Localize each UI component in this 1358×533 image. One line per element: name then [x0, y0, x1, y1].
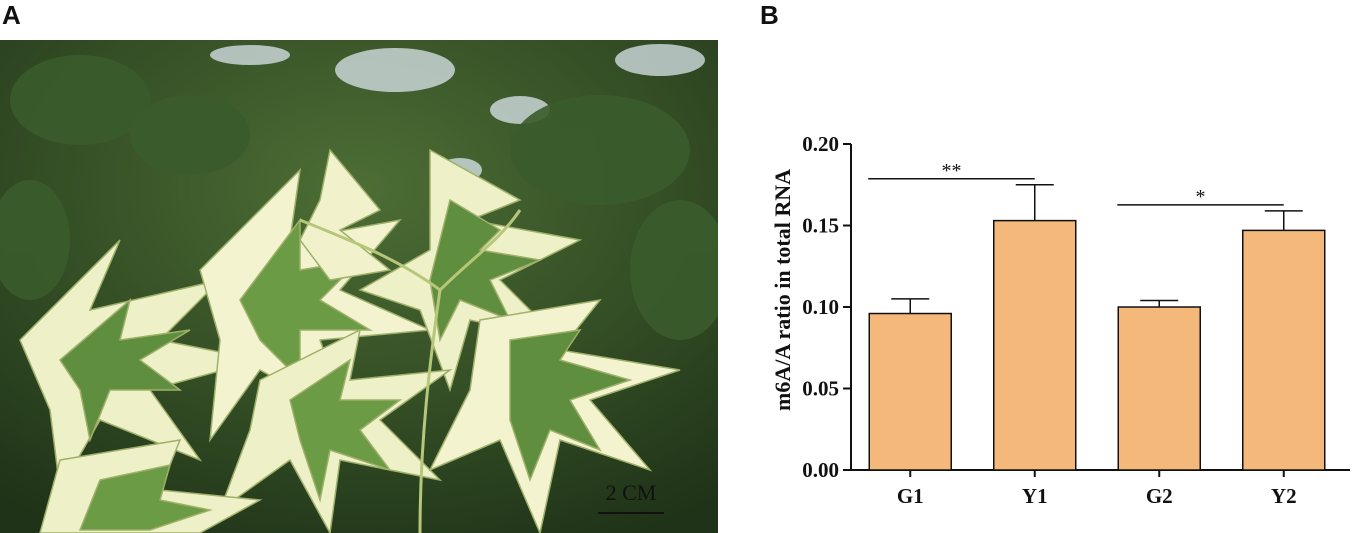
y-tick-label: 0.05: [802, 377, 839, 401]
leaf-photo: 2 CM: [0, 40, 718, 533]
x-tick-label-y2: Y2: [1271, 484, 1297, 508]
panel-label-b: B: [760, 0, 779, 30]
bar-g2: [1117, 306, 1201, 471]
y-tick-label: 0.00: [802, 458, 839, 482]
x-tick-label-g1: G1: [897, 484, 924, 508]
stems: [299, 209, 522, 533]
background-foliage: [0, 55, 718, 340]
y-axis-label: m6A/A ratio in total RNA: [770, 169, 795, 411]
bar-y1: [993, 219, 1077, 471]
significance-label: *: [1196, 186, 1206, 208]
y-tick-label: 0.15: [802, 214, 839, 238]
bar-g1: [868, 312, 952, 471]
y-tick-label: 0.10: [802, 295, 839, 319]
y-tick-label: 0.20: [802, 132, 839, 156]
variegated-leaves: [19, 148, 681, 533]
scale-bar-label: 2 CM: [606, 480, 657, 505]
significance-label: **: [942, 160, 962, 182]
bar-y2: [1242, 229, 1326, 471]
x-tick-label-g2: G2: [1146, 484, 1173, 508]
scale-bar: 2 CM: [598, 480, 664, 514]
x-tick-label-y1: Y1: [1022, 484, 1048, 508]
panel-label-a: A: [2, 0, 21, 30]
